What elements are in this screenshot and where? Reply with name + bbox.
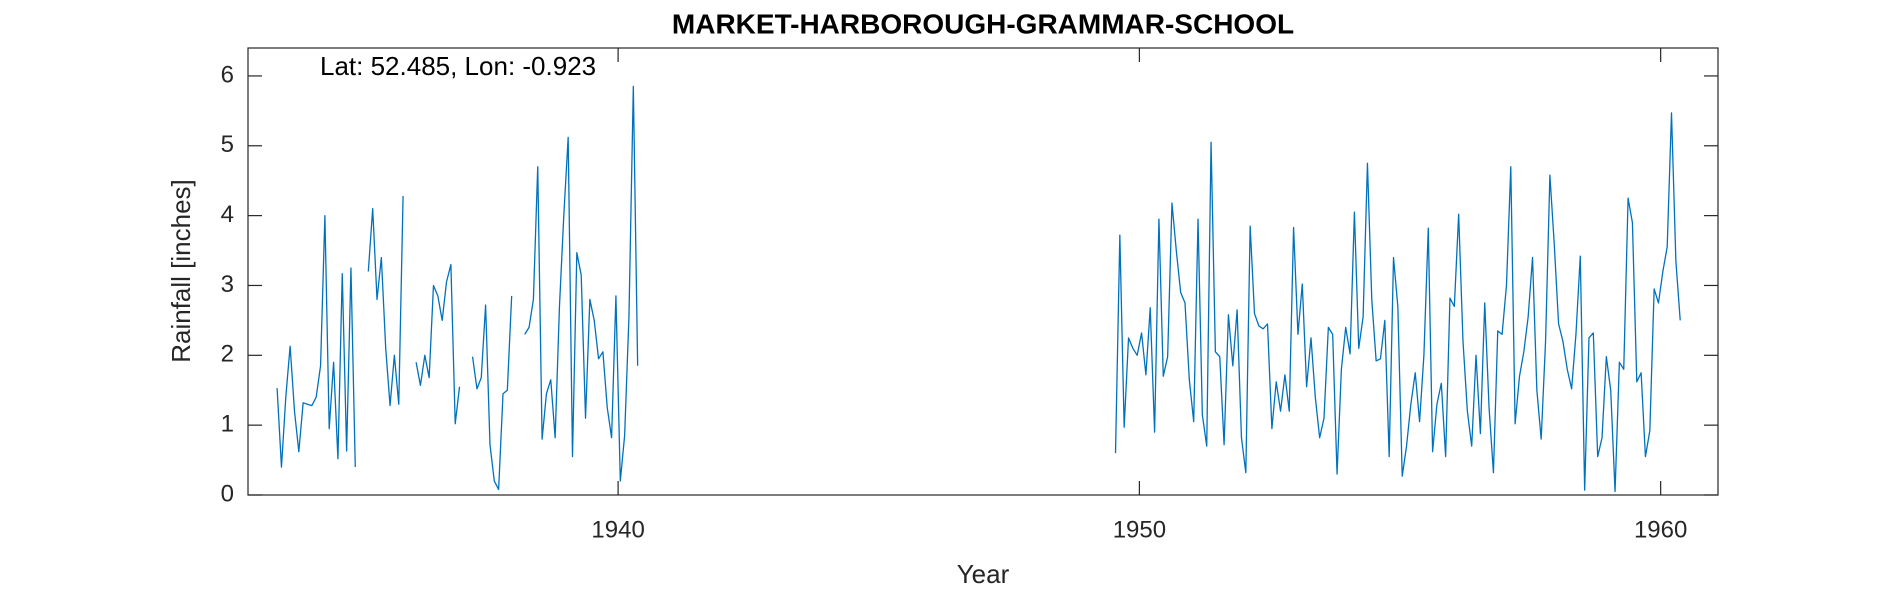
chart-title: MARKET-HARBOROUGH-GRAMMAR-SCHOOL — [672, 8, 1294, 39]
data-line — [276, 85, 1681, 493]
y-tick-label: 3 — [221, 271, 234, 298]
x-tick-label: 1940 — [591, 516, 644, 543]
x-axis-label: Year — [957, 559, 1010, 589]
y-tick-label: 1 — [221, 411, 234, 438]
y-axis-label: Rainfall [inches] — [166, 179, 196, 363]
x-tick-label: 1960 — [1634, 516, 1687, 543]
y-tick-label: 2 — [221, 341, 234, 368]
y-tick-label: 6 — [221, 61, 234, 88]
y-tick-label: 0 — [221, 480, 234, 507]
y-tick-label: 4 — [221, 201, 234, 228]
annotation: Lat: 52.485, Lon: -0.923 — [320, 51, 596, 81]
axes-box — [247, 47, 1719, 496]
y-tick-label: 5 — [221, 131, 234, 158]
x-tick-label: 1950 — [1113, 516, 1166, 543]
